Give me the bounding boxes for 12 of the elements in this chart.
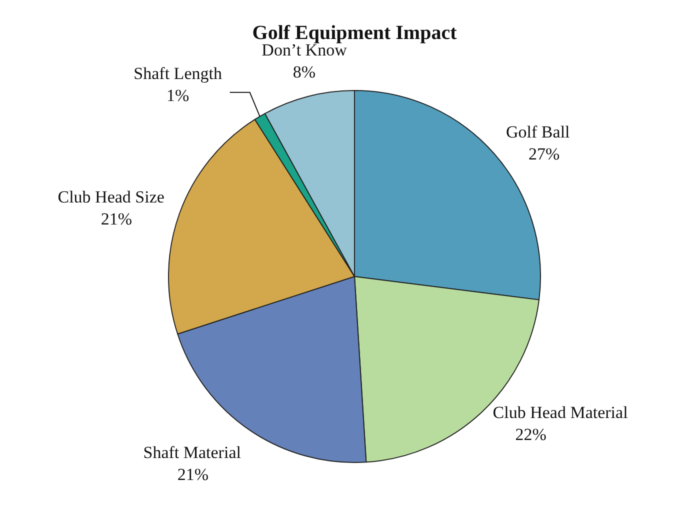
slice-label: Club Head Material xyxy=(492,403,628,422)
slice-label: Shaft Length xyxy=(134,64,222,83)
data-label: 21% xyxy=(100,210,132,229)
slice-label: Club Head Size xyxy=(58,188,164,207)
data-label: 27% xyxy=(528,144,560,164)
slice-label: Golf Ball xyxy=(506,122,570,142)
slice-label: Shaft Material xyxy=(143,443,242,462)
chart-title: Golf Equipment Impact xyxy=(252,22,458,44)
data-label: 8% xyxy=(292,62,316,82)
data-label: 21% xyxy=(177,465,209,484)
data-label: 1% xyxy=(166,86,190,105)
data-label: 22% xyxy=(515,425,546,444)
